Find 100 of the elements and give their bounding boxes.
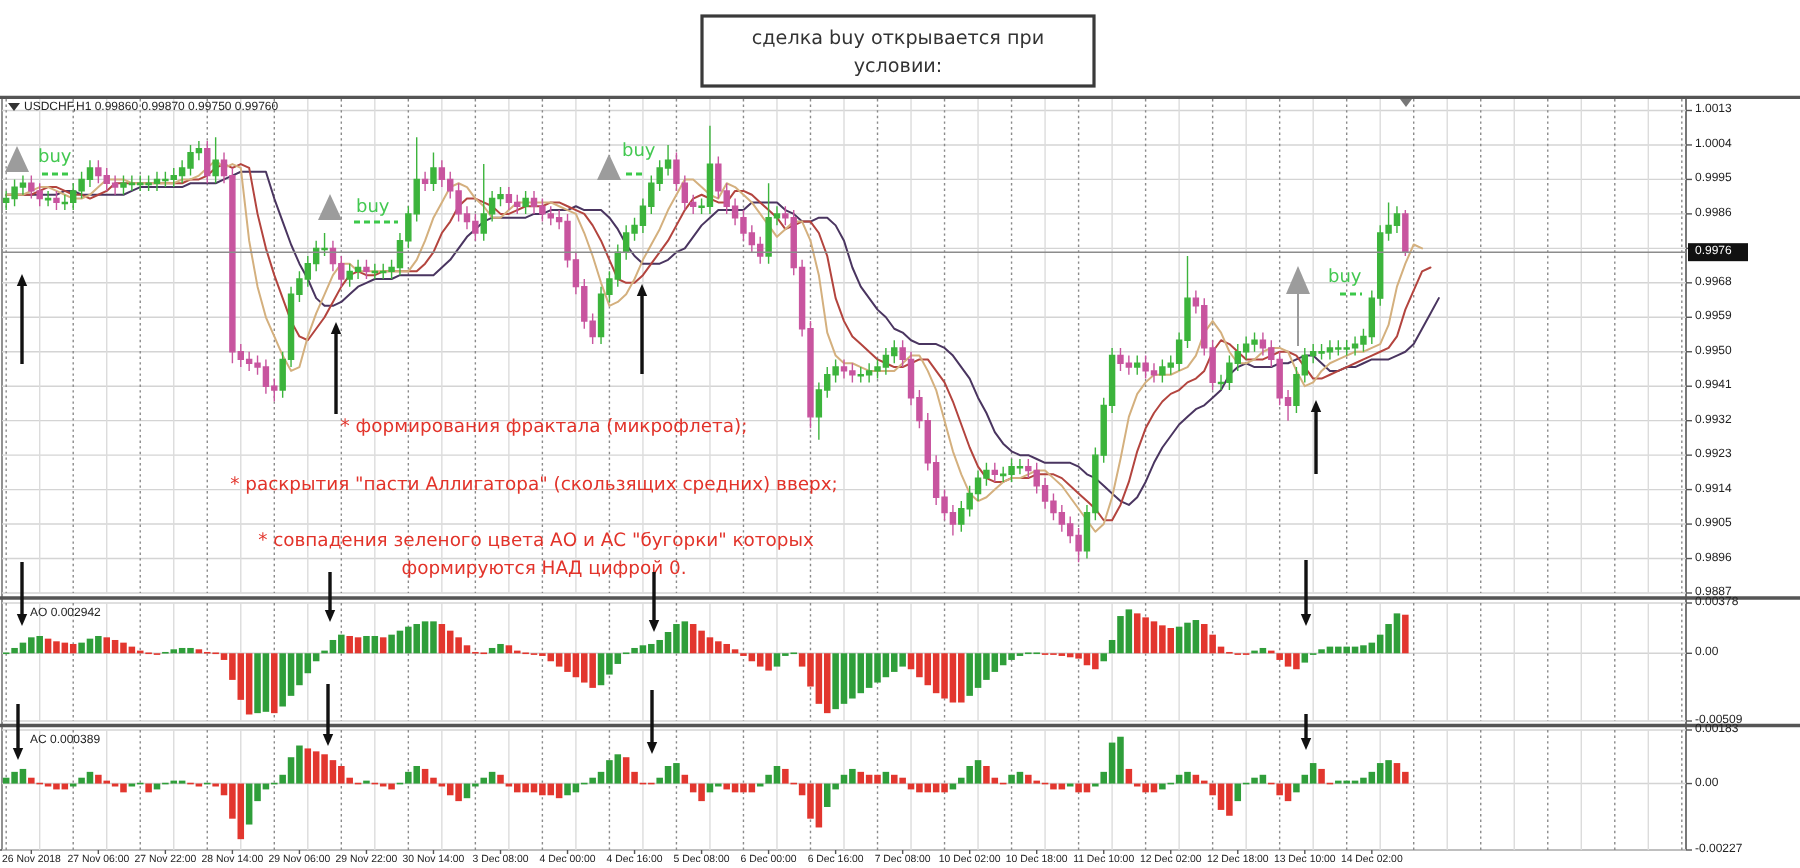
- bar: [840, 774, 848, 784]
- bar: [865, 774, 873, 784]
- bar: [237, 783, 245, 840]
- candlestick: [245, 351, 253, 372]
- bar: [916, 783, 923, 793]
- candlestick: [1159, 358, 1166, 384]
- bar: [706, 637, 714, 654]
- bar: [95, 635, 102, 654]
- candlestick: [1117, 347, 1124, 372]
- bar: [907, 653, 915, 670]
- bar: [1133, 613, 1141, 654]
- bar: [547, 783, 555, 796]
- bar: [522, 783, 529, 793]
- candlestick: [379, 262, 387, 280]
- bar: [312, 751, 320, 784]
- bar: [899, 653, 906, 667]
- bar: [363, 635, 370, 654]
- bar: [1343, 646, 1350, 654]
- bar: [1175, 774, 1183, 784]
- bar: [807, 783, 814, 819]
- candlestick: [262, 358, 270, 395]
- bar: [455, 637, 462, 654]
- bar: [1008, 774, 1015, 784]
- bar: [773, 766, 781, 784]
- candlestick: [170, 167, 177, 188]
- bar: [1251, 777, 1258, 784]
- bar: [1184, 622, 1191, 654]
- candlestick: [1343, 339, 1350, 357]
- bar: [421, 768, 429, 784]
- candlestick: [505, 186, 513, 211]
- bar: [497, 643, 504, 654]
- bar: [974, 760, 982, 784]
- bar: [321, 754, 328, 784]
- bar: [455, 783, 462, 802]
- candlestick: [354, 259, 362, 280]
- bar: [438, 624, 446, 654]
- bar: [681, 621, 689, 654]
- bar: [698, 630, 705, 654]
- bar: [765, 774, 772, 784]
- bar: [379, 637, 387, 654]
- bar: [1192, 620, 1200, 654]
- bar: [254, 653, 261, 714]
- candlestick: [522, 190, 529, 215]
- candlestick: [111, 174, 119, 196]
- bar: [891, 653, 898, 672]
- bar: [1075, 783, 1082, 793]
- bar: [664, 632, 672, 654]
- bar: [1318, 768, 1325, 784]
- bar: [656, 639, 663, 654]
- bar: [681, 774, 689, 784]
- bar: [513, 783, 521, 793]
- bar: [673, 763, 680, 784]
- bar: [103, 637, 110, 654]
- bar: [698, 783, 705, 802]
- candlestick: [1351, 335, 1359, 357]
- bar: [723, 643, 730, 654]
- bar: [413, 766, 420, 784]
- bar: [882, 653, 890, 678]
- candlestick: [44, 190, 52, 207]
- bar: [932, 653, 940, 694]
- bar: [832, 653, 839, 710]
- candlestick: [162, 171, 169, 188]
- bar: [1100, 653, 1107, 662]
- bar: [840, 653, 848, 704]
- bar: [1360, 777, 1367, 784]
- bar: [405, 771, 412, 784]
- bar: [463, 645, 471, 654]
- bar: [958, 653, 965, 703]
- bar: [564, 653, 571, 672]
- bar: [857, 653, 865, 694]
- candlestick: [1393, 205, 1401, 234]
- candlestick: [95, 159, 102, 184]
- candlestick: [622, 224, 630, 261]
- bar: [924, 653, 932, 686]
- bar: [1393, 613, 1401, 654]
- bar: [581, 653, 588, 683]
- bar: [1167, 628, 1175, 654]
- candlestick: [1142, 354, 1149, 380]
- candlestick: [1402, 209, 1409, 257]
- annotation: buy: [38, 148, 73, 168]
- bar: [765, 653, 772, 671]
- bar: [1150, 621, 1158, 654]
- bar: [2, 777, 10, 784]
- bar: [941, 653, 948, 699]
- bar: [991, 653, 999, 672]
- bar: [1184, 771, 1191, 784]
- bar: [1159, 783, 1166, 790]
- bar: [1360, 645, 1367, 654]
- bar: [966, 653, 973, 696]
- bar: [1108, 742, 1116, 784]
- annotation: * формирования фрактала (микрофлета);: [340, 416, 748, 438]
- bar: [974, 653, 982, 688]
- bar: [388, 634, 395, 654]
- bar: [1293, 653, 1300, 670]
- candlestick: [514, 194, 521, 215]
- candlestick: [480, 163, 487, 242]
- bar: [1376, 763, 1384, 784]
- bar: [78, 777, 85, 784]
- bar: [1226, 783, 1233, 816]
- bar: [857, 771, 865, 784]
